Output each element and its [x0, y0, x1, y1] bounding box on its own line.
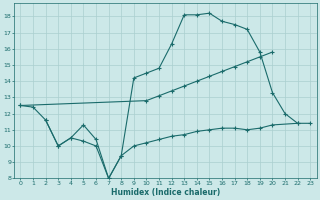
X-axis label: Humidex (Indice chaleur): Humidex (Indice chaleur) — [111, 188, 220, 197]
